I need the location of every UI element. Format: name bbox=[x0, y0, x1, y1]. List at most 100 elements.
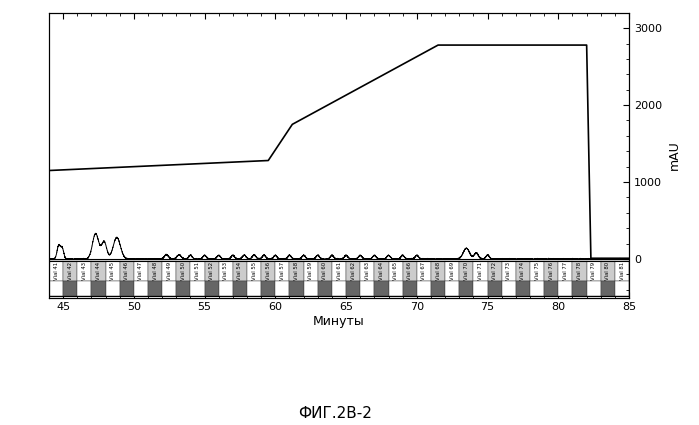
Text: Vial 45: Vial 45 bbox=[110, 262, 115, 280]
Bar bbox=[572, 261, 586, 280]
Bar bbox=[445, 261, 459, 280]
Bar bbox=[516, 261, 530, 280]
Bar bbox=[615, 261, 629, 280]
Text: Vial 49: Vial 49 bbox=[166, 262, 172, 280]
Bar bbox=[219, 261, 233, 280]
Bar bbox=[502, 280, 516, 296]
Text: Vial 71: Vial 71 bbox=[478, 262, 483, 280]
Bar bbox=[459, 261, 473, 280]
Text: Vial 72: Vial 72 bbox=[492, 262, 497, 280]
Bar bbox=[360, 280, 375, 296]
Y-axis label: mAU: mAU bbox=[668, 140, 681, 170]
Bar bbox=[233, 261, 247, 280]
Text: Vial 55: Vial 55 bbox=[252, 262, 257, 280]
Bar bbox=[120, 261, 134, 280]
Bar bbox=[63, 280, 77, 296]
Text: Vial 56: Vial 56 bbox=[266, 262, 271, 280]
Bar bbox=[459, 280, 473, 296]
Bar bbox=[417, 280, 431, 296]
Text: Vial 69: Vial 69 bbox=[449, 262, 455, 280]
Bar bbox=[205, 261, 219, 280]
Text: Vial 70: Vial 70 bbox=[464, 262, 469, 280]
Text: Vial 61: Vial 61 bbox=[336, 262, 342, 280]
Text: Vial 53: Vial 53 bbox=[223, 262, 229, 280]
Bar bbox=[49, 261, 629, 296]
Bar bbox=[247, 261, 261, 280]
Text: Vial 81: Vial 81 bbox=[619, 262, 624, 280]
Text: Vial 52: Vial 52 bbox=[209, 262, 214, 280]
Bar bbox=[275, 280, 289, 296]
Text: Vial 44: Vial 44 bbox=[96, 262, 101, 280]
Text: Vial 47: Vial 47 bbox=[138, 262, 143, 280]
Text: Vial 59: Vial 59 bbox=[308, 262, 313, 280]
Bar bbox=[148, 280, 162, 296]
Bar bbox=[318, 280, 332, 296]
Bar bbox=[275, 261, 289, 280]
Text: Vial 63: Vial 63 bbox=[365, 262, 370, 280]
Text: Vial 66: Vial 66 bbox=[408, 262, 412, 280]
Bar bbox=[261, 261, 275, 280]
Bar bbox=[318, 261, 332, 280]
Bar bbox=[332, 280, 346, 296]
Text: Vial 65: Vial 65 bbox=[393, 262, 398, 280]
Text: Vial 58: Vial 58 bbox=[294, 262, 299, 280]
Text: Vial 62: Vial 62 bbox=[351, 262, 356, 280]
Text: Vial 67: Vial 67 bbox=[421, 262, 426, 280]
Bar bbox=[559, 280, 572, 296]
Bar bbox=[586, 280, 601, 296]
Bar bbox=[162, 261, 176, 280]
Bar bbox=[346, 280, 360, 296]
Bar bbox=[601, 280, 615, 296]
Bar bbox=[176, 261, 190, 280]
Bar bbox=[233, 280, 247, 296]
Bar bbox=[247, 280, 261, 296]
Bar bbox=[473, 261, 488, 280]
Text: Vial 54: Vial 54 bbox=[238, 262, 243, 280]
Bar bbox=[148, 261, 162, 280]
Text: Vial 74: Vial 74 bbox=[521, 262, 526, 280]
Text: Vial 73: Vial 73 bbox=[506, 262, 512, 280]
Bar bbox=[601, 261, 615, 280]
Bar bbox=[332, 261, 346, 280]
Bar bbox=[289, 280, 303, 296]
Bar bbox=[375, 261, 389, 280]
Bar bbox=[261, 280, 275, 296]
Bar bbox=[77, 280, 92, 296]
Bar bbox=[545, 261, 559, 280]
Bar bbox=[134, 280, 148, 296]
Bar bbox=[134, 261, 148, 280]
Text: Vial 76: Vial 76 bbox=[549, 262, 554, 280]
Text: Vial 48: Vial 48 bbox=[152, 262, 157, 280]
Bar bbox=[572, 280, 586, 296]
Bar bbox=[190, 280, 205, 296]
Bar bbox=[375, 280, 389, 296]
Bar bbox=[559, 261, 572, 280]
Bar bbox=[106, 261, 120, 280]
Bar bbox=[389, 261, 403, 280]
Text: Vial 79: Vial 79 bbox=[591, 262, 596, 280]
Bar bbox=[488, 280, 502, 296]
Text: Vial 68: Vial 68 bbox=[435, 262, 440, 280]
Bar bbox=[360, 261, 375, 280]
Bar bbox=[190, 261, 205, 280]
Bar bbox=[162, 280, 176, 296]
Bar bbox=[92, 261, 106, 280]
Text: Vial 60: Vial 60 bbox=[322, 262, 327, 280]
Bar bbox=[106, 280, 120, 296]
Text: Vial 46: Vial 46 bbox=[124, 262, 129, 280]
Bar bbox=[615, 280, 629, 296]
Bar bbox=[488, 261, 502, 280]
Bar bbox=[49, 261, 63, 280]
Text: Vial 51: Vial 51 bbox=[195, 262, 200, 280]
Bar bbox=[473, 280, 488, 296]
Bar bbox=[63, 261, 77, 280]
Bar bbox=[403, 261, 417, 280]
Bar bbox=[431, 280, 445, 296]
Bar bbox=[431, 261, 445, 280]
Bar bbox=[205, 280, 219, 296]
Bar bbox=[77, 261, 92, 280]
Text: Vial 78: Vial 78 bbox=[577, 262, 582, 280]
Text: Vial 43: Vial 43 bbox=[82, 262, 87, 280]
Text: Vial 75: Vial 75 bbox=[535, 262, 540, 280]
Bar bbox=[289, 261, 303, 280]
